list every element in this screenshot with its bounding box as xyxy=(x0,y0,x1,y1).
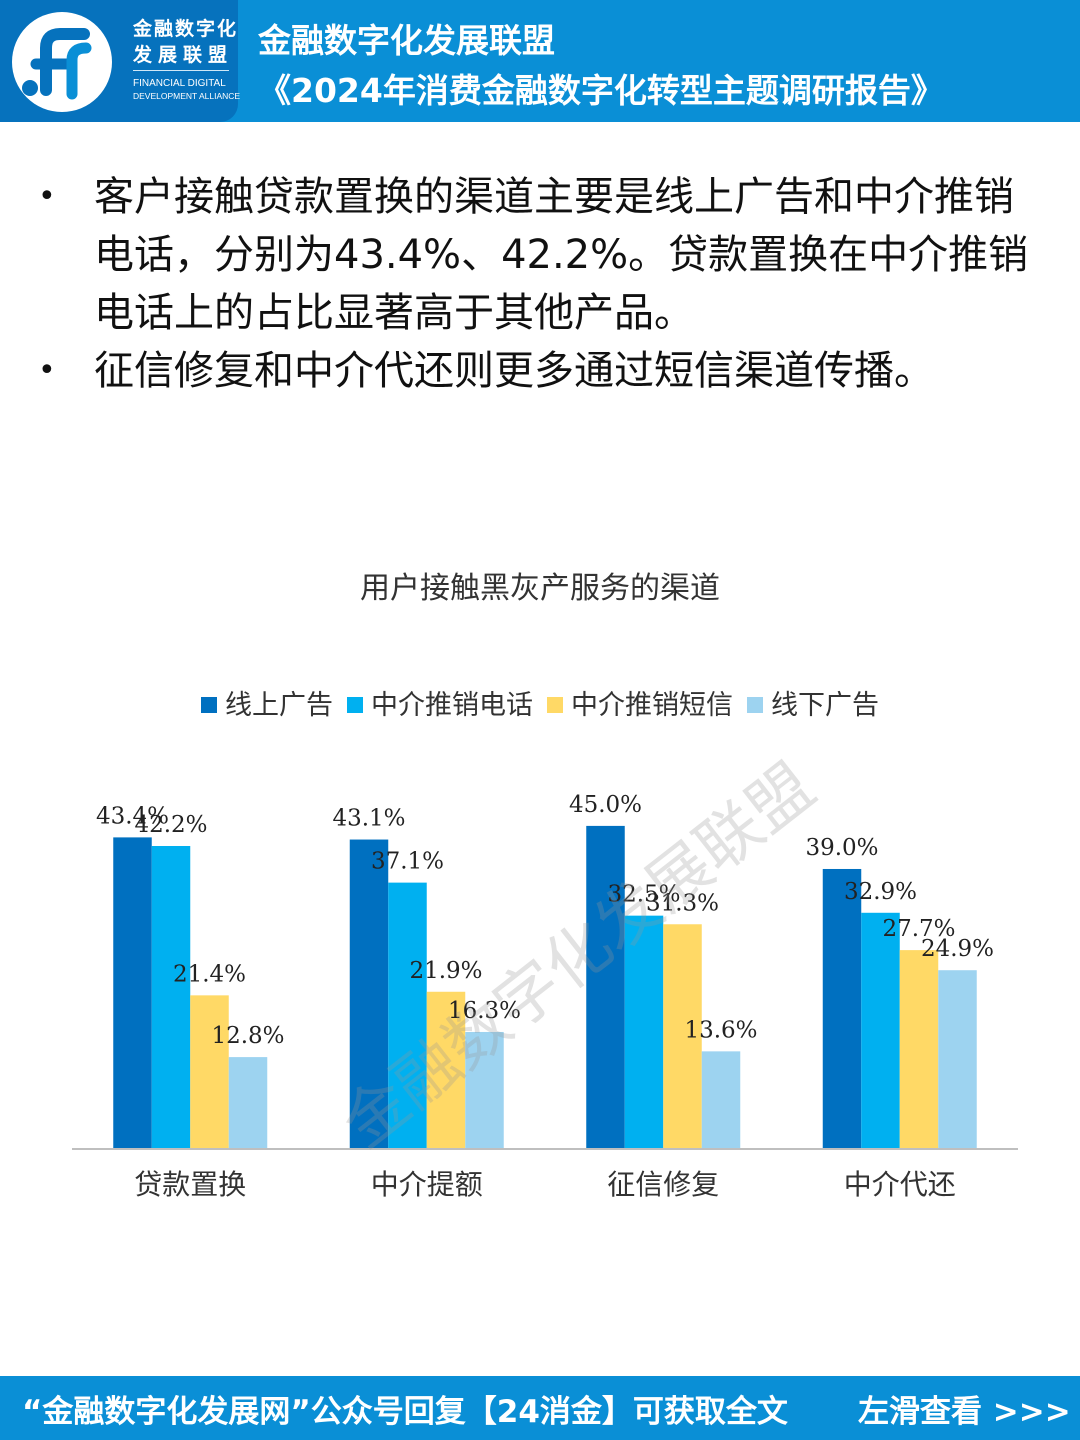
bar xyxy=(349,839,389,1149)
logo-cn-line1: 金融数字化 xyxy=(133,18,239,40)
chart-title: 用户接触黑灰产服务的渠道 xyxy=(360,571,720,606)
logo-en-line1: FINANCIAL DIGITAL xyxy=(133,78,226,89)
x-tick-label: 征信修复 xyxy=(607,1168,719,1201)
alliance-logo-icon xyxy=(12,12,112,112)
bar xyxy=(151,846,191,1149)
data-label: 32.5% xyxy=(607,882,680,908)
page-footer: “金融数字化发展网”公众号回复【24消金】可获取全文 左滑查看 >>> xyxy=(0,1376,1080,1440)
legend-label: 线上广告 xyxy=(225,690,333,721)
bar xyxy=(465,1031,504,1149)
data-label: 21.4% xyxy=(173,961,246,987)
bar xyxy=(899,950,939,1149)
bar xyxy=(426,991,466,1149)
bar xyxy=(113,837,152,1149)
x-tick-label: 中介提额 xyxy=(371,1168,483,1201)
swipe-hint[interactable]: 左滑查看 >>> xyxy=(858,1394,1071,1430)
bullet-text: 客户接触贷款置换的渠道主要是线上广告和中介推销电话，分别为43.4%、42.2%… xyxy=(94,174,1029,336)
data-label: 31.3% xyxy=(646,890,719,916)
data-label: 32.9% xyxy=(844,879,917,905)
page-header: 金融数字化 发展联盟 FINANCIAL DIGITAL DEVELOPMENT… xyxy=(0,0,1080,122)
footer-cta-text: “金融数字化发展网”公众号回复【24消金】可获取全文 xyxy=(22,1394,788,1430)
summary-bullets: • 客户接触贷款置换的渠道主要是线上广告和中介推销电话，分别为43.4%、42.… xyxy=(32,168,1042,400)
header-title: 金融数字化发展联盟 xyxy=(258,21,555,60)
bullet-item: • 客户接触贷款置换的渠道主要是线上广告和中介推销电话，分别为43.4%、42.… xyxy=(32,168,1042,342)
logo-en-line2: DEVELOPMENT ALLIANCE xyxy=(133,91,241,101)
bar xyxy=(861,912,900,1149)
legend-label: 中介推销电话 xyxy=(371,690,533,721)
logo-divider xyxy=(133,70,229,71)
legend-label: 线下广告 xyxy=(771,690,879,721)
bullet-marker: • xyxy=(38,353,56,388)
bullet-marker: • xyxy=(38,179,56,214)
logo: 金融数字化 发展联盟 FINANCIAL DIGITAL DEVELOPMENT… xyxy=(0,0,241,122)
legend-swatch xyxy=(747,697,763,713)
bar xyxy=(228,1057,268,1149)
legend-swatch xyxy=(347,697,363,713)
data-label: 27.7% xyxy=(882,916,955,942)
bullet-item: • 征信修复和中介代还则更多通过短信渠道传播。 xyxy=(32,342,1042,400)
data-label: 16.3% xyxy=(448,998,521,1024)
data-label: 43.1% xyxy=(332,806,405,832)
data-label: 45.0% xyxy=(569,792,642,818)
data-label: 12.8% xyxy=(211,1023,284,1049)
bar xyxy=(822,868,862,1149)
legend-label: 中介推销短信 xyxy=(571,690,733,721)
bar xyxy=(938,970,977,1149)
bar xyxy=(388,882,427,1149)
bar xyxy=(701,1051,741,1149)
data-label: 37.1% xyxy=(371,849,444,875)
bar xyxy=(624,915,664,1149)
data-label: 21.9% xyxy=(409,958,482,984)
data-label: 43.4% xyxy=(96,803,169,829)
header-subtitle: 《2024年消费金融数字化转型主题调研报告》 xyxy=(258,71,944,110)
legend-swatch xyxy=(201,697,217,713)
data-label: 39.0% xyxy=(805,835,878,861)
x-tick-label: 贷款置换 xyxy=(134,1168,246,1201)
x-tick-label: 中介代还 xyxy=(844,1168,956,1201)
data-label: 13.6% xyxy=(684,1017,757,1043)
bar xyxy=(586,825,625,1149)
bar xyxy=(663,924,702,1149)
bullet-text: 征信修复和中介代还则更多通过短信渠道传播。 xyxy=(94,348,934,394)
bar xyxy=(190,995,229,1149)
logo-cn-line2: 发展联盟 xyxy=(133,44,234,66)
legend-swatch xyxy=(547,697,563,713)
data-label: 24.9% xyxy=(921,936,994,962)
data-label: 42.2% xyxy=(134,812,207,838)
